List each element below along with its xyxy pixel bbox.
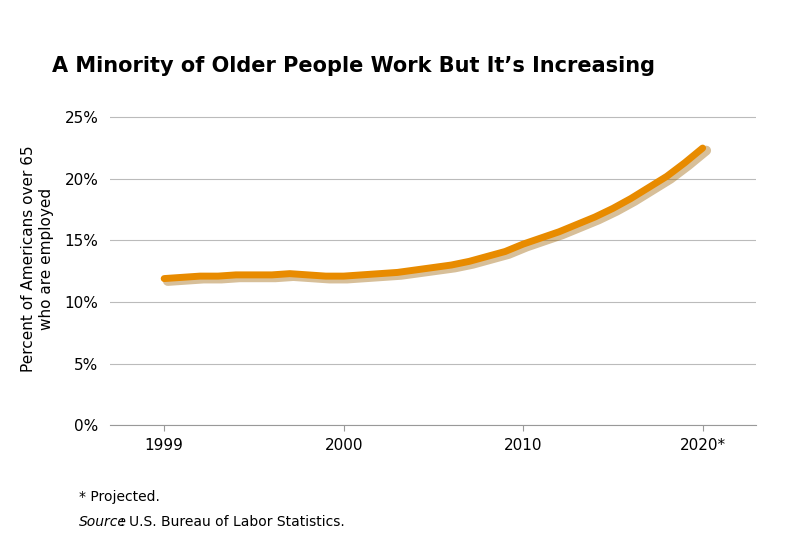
Text: Source: Source [79,515,127,529]
Text: * Projected.: * Projected. [79,490,160,505]
Text: A Minority of Older People Work But It’s Increasing: A Minority of Older People Work But It’s… [52,56,655,76]
Text: : U.S. Bureau of Labor Statistics.: : U.S. Bureau of Labor Statistics. [120,515,344,529]
Y-axis label: Percent of Americans over 65
who are employed: Percent of Americans over 65 who are emp… [21,146,54,372]
